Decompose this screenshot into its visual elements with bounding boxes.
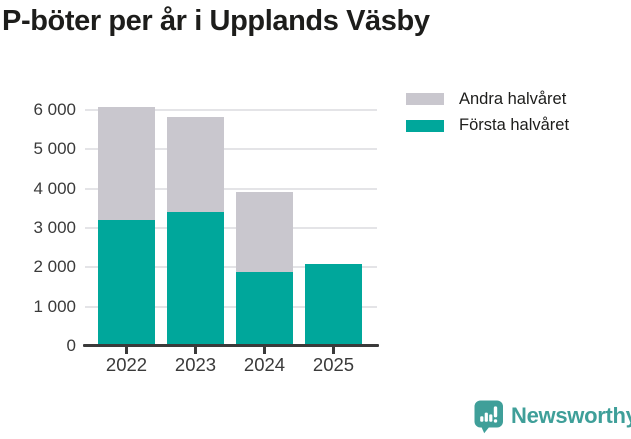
legend-swatch-forsta-halvaret bbox=[406, 119, 444, 132]
y-axis-tick-label: 5 000 bbox=[33, 139, 76, 159]
gridline-5000 bbox=[85, 148, 377, 151]
bar-segment-2024-f-rsta-halv-ret bbox=[236, 271, 293, 346]
bar-segment-2023-f-rsta-halv-ret bbox=[167, 212, 224, 346]
bar-segment-2022-andra-halv-ret bbox=[98, 107, 155, 221]
x-axis-tick bbox=[194, 347, 197, 354]
newsworthy-logo-text: Newsworthy bbox=[511, 403, 631, 428]
y-axis-tick-label: 1 000 bbox=[33, 296, 76, 316]
bar-segment-2022-f-rsta-halv-ret bbox=[98, 220, 155, 346]
y-axis-tick-label: 2 000 bbox=[33, 257, 76, 277]
gridline-1000 bbox=[85, 305, 377, 308]
x-axis-tick bbox=[332, 347, 335, 354]
legend-swatch-andra-halvaret bbox=[406, 93, 444, 106]
x-axis-tick-label: 2023 bbox=[174, 354, 217, 375]
newsworthy-logo: Newsworthy bbox=[474, 400, 631, 434]
bar-segment-2024-andra-halv-ret bbox=[236, 191, 293, 272]
x-axis-line bbox=[83, 344, 379, 347]
chart-title: P-böter per år i Upplands Väsby bbox=[2, 5, 430, 37]
x-axis-tick-label: 2022 bbox=[105, 354, 148, 375]
legend-item-andra-halvaret: Andra halvåret bbox=[406, 86, 569, 113]
gridline-6000 bbox=[85, 109, 377, 111]
gridline-4000 bbox=[85, 187, 377, 190]
legend-item-forsta-halvaret: Första halvåret bbox=[406, 113, 569, 140]
legend-label: Första halvåret bbox=[459, 116, 570, 135]
legend: Andra halvåret Första halvåret bbox=[406, 86, 569, 139]
x-axis-tick-label: 2025 bbox=[312, 354, 355, 375]
x-axis-tick-label: 2024 bbox=[243, 354, 286, 375]
y-axis-tick-label: 3 000 bbox=[33, 218, 76, 237]
gridline-2000 bbox=[85, 266, 377, 269]
x-axis-tick bbox=[263, 347, 266, 354]
y-axis-tick-label: 4 000 bbox=[33, 178, 76, 198]
legend-label: Andra halvåret bbox=[459, 89, 567, 108]
bar-segment-2023-andra-halv-ret bbox=[167, 117, 224, 213]
y-axis-tick-label: 6 000 bbox=[33, 100, 76, 119]
x-axis-tick bbox=[125, 347, 128, 354]
bar-segment-2025-f-rsta-halv-ret bbox=[305, 263, 362, 346]
y-axis-tick-label: 0 bbox=[66, 336, 76, 355]
gridline-3000 bbox=[85, 227, 377, 229]
speech-bubble-bar-chart-icon bbox=[474, 400, 503, 434]
